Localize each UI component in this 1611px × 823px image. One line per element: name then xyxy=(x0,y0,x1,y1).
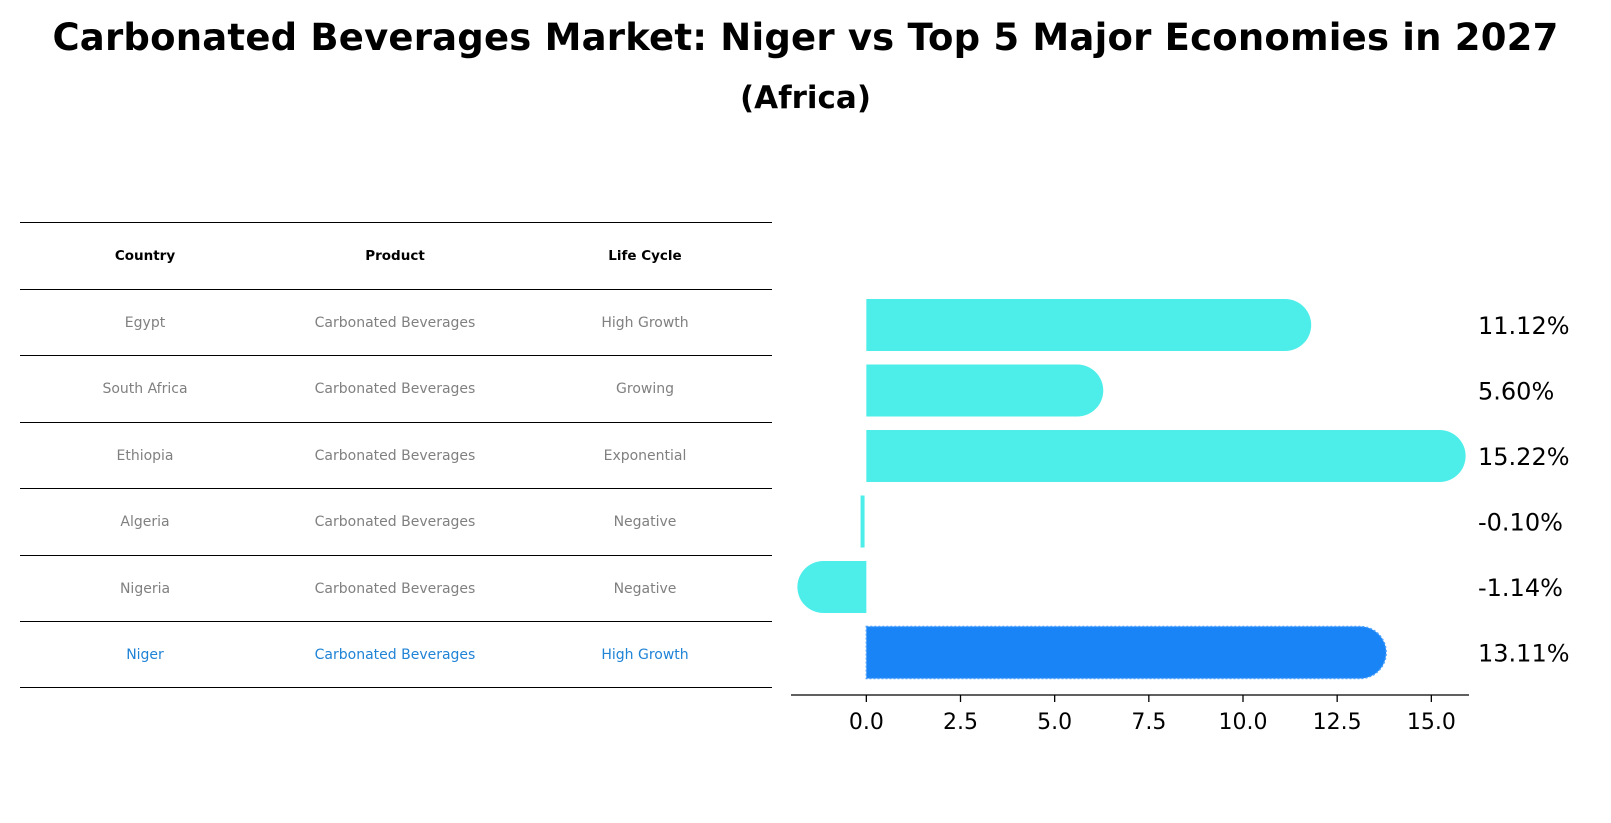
cell-product: Carbonated Beverages xyxy=(314,647,476,663)
cell-product: Carbonated Beverages xyxy=(314,447,476,464)
cell-life-cycle: Negative xyxy=(613,514,677,530)
header-life-cycle: Life Cycle xyxy=(608,248,682,264)
cell-life-cycle: High Growth xyxy=(601,314,689,331)
bar-niger xyxy=(865,625,1387,680)
cell-product: Carbonated Beverages xyxy=(314,381,476,397)
table-row: South Africa Carbonated Beverages Growin… xyxy=(20,355,772,422)
header-product: Product xyxy=(365,248,425,264)
bar-south-africa xyxy=(866,364,1104,417)
cell-product: Carbonated Beverages xyxy=(314,514,476,530)
x-tick-label: 2.5 xyxy=(943,710,978,735)
bar-algeria xyxy=(860,495,865,548)
cell-country: Niger xyxy=(126,647,164,663)
country-table: Country Product Life Cycle Egypt Carbona… xyxy=(20,222,772,688)
table-row-highlighted: Niger Carbonated Beverages High Growth xyxy=(20,621,772,688)
x-tick-label: 15.0 xyxy=(1407,710,1456,735)
cell-country: Ethiopia xyxy=(116,447,174,464)
x-tick-label: 7.5 xyxy=(1131,710,1166,735)
cell-country: Egypt xyxy=(124,314,166,331)
value-label-ethiopia: 15.22% xyxy=(1478,443,1570,471)
cell-life-cycle: Exponential xyxy=(603,447,687,464)
chart-title: Carbonated Beverages Market: Niger vs To… xyxy=(52,16,1559,59)
cell-life-cycle: Growing xyxy=(616,381,674,397)
x-tick-label: 5.0 xyxy=(1037,710,1072,735)
bar-nigeria xyxy=(797,561,867,613)
value-label-niger: 13.11% xyxy=(1478,640,1570,668)
value-label-nigeria: -1.14% xyxy=(1478,574,1563,602)
cell-country: Nigeria xyxy=(119,580,171,597)
cell-life-cycle: Negative xyxy=(613,580,677,597)
table-row: Ethiopia Carbonated Beverages Exponentia… xyxy=(20,421,772,489)
table-header-row: Country Product Life Cycle xyxy=(20,222,772,289)
value-label-egypt: 11.12% xyxy=(1478,312,1570,340)
x-tick-label: 0.0 xyxy=(849,710,884,735)
cell-product: Carbonated Beverages xyxy=(314,314,476,331)
cell-product: Carbonated Beverages xyxy=(314,580,476,597)
value-label-south-africa: 5.60% xyxy=(1478,378,1554,406)
cell-country: South Africa xyxy=(102,381,188,397)
table-row: Nigeria Carbonated Beverages Negative xyxy=(20,554,772,622)
chart-subtitle: (Africa) xyxy=(739,80,872,116)
x-tick-label: 12.5 xyxy=(1313,710,1362,735)
bar-egypt xyxy=(866,299,1312,351)
bar-ethiopia xyxy=(866,430,1466,482)
cell-country: Algeria xyxy=(120,514,170,530)
table-row: Egypt Carbonated Beverages High Growth xyxy=(20,288,772,356)
table-row: Algeria Carbonated Beverages Negative xyxy=(20,488,772,555)
value-label-algeria: -0.10% xyxy=(1478,509,1563,537)
x-tick-label: 10.0 xyxy=(1219,710,1268,735)
cell-life-cycle: High Growth xyxy=(601,647,689,663)
header-country: Country xyxy=(114,248,176,264)
